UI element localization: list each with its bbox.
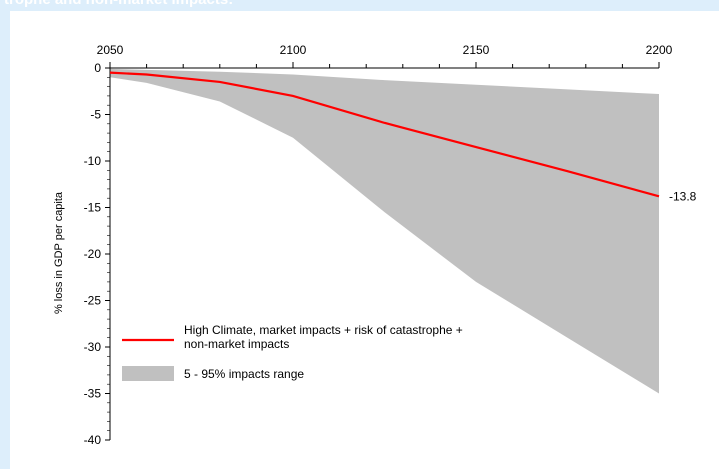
y-tick-label: -10: [84, 154, 102, 168]
legend-layer: High Climate, market impacts + risk of c…: [122, 323, 463, 381]
y-tick-label: -40: [84, 433, 102, 447]
y-axis-label: % loss in GDP per capita: [53, 191, 65, 314]
central-estimate-line: [109, 71, 660, 198]
axes-layer: [105, 62, 660, 441]
legend-band-label: 5 - 95% impacts range: [184, 367, 304, 381]
y-tick-label: -30: [84, 340, 102, 354]
chart-panel: 2050 2100 2150 2200 0 -5 -10 -15 -20 -25 -30 -35 -40…: [10, 11, 719, 469]
end-value-label: -13.8: [669, 189, 697, 203]
y-tick-label: -5: [90, 108, 101, 122]
x-tick-label: 2200: [646, 43, 673, 57]
impacts-range-band: [110, 68, 659, 394]
x-tick-label: 2100: [280, 43, 307, 57]
line-layer: [109, 71, 660, 198]
y-tick-label: -20: [84, 247, 102, 261]
x-tick-label: 2050: [97, 43, 124, 57]
legend-line-label: High Climate, market impacts + risk of c…: [184, 323, 463, 351]
chart-svg: 2050 2100 2150 2200 0 -5 -10 -15 -20 -25 -30 -35 -40…: [53, 43, 697, 447]
y-tick-label: 0: [94, 61, 101, 75]
chart-title-strip: trophe and non-market impacts:: [0, 0, 719, 9]
y-tick-label: -15: [84, 201, 102, 215]
legend-band-swatch: [122, 366, 174, 381]
y-tick-label: -35: [84, 387, 102, 401]
labels-layer: 2050 2100 2150 2200 0 -5 -10 -15 -20 -25 -30 -35 -40…: [53, 43, 697, 447]
x-tick-label: 2150: [463, 43, 490, 57]
band-layer: [110, 68, 659, 394]
y-tick-label: -25: [84, 294, 102, 308]
